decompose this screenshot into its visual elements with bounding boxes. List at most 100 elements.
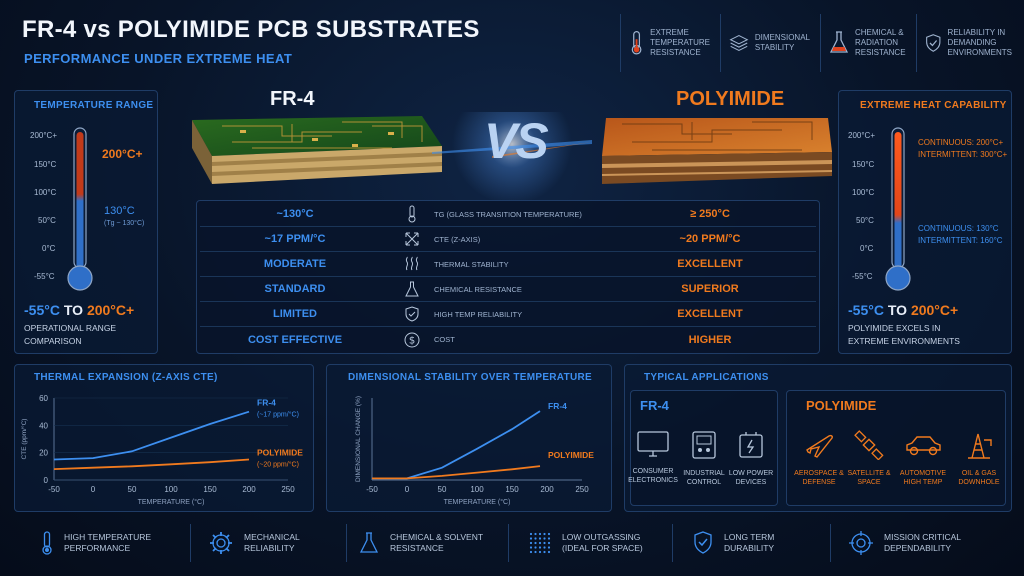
- low-capability-notes: CONTINUOUS: 130°C INTERMITTENT: 160°C: [918, 223, 1003, 246]
- thermometer-icon: [631, 31, 642, 55]
- vs-label: VS: [484, 113, 549, 169]
- range-low: -55°C: [24, 302, 60, 318]
- feature-dimensional-stability: DIMENSIONAL STABILITY: [720, 14, 818, 72]
- x-tick-label: 0: [91, 485, 96, 494]
- bottom-label: DEPENDABILITY: [884, 543, 952, 553]
- polyimide-value: SUPERIOR: [681, 283, 739, 295]
- grid-dot: [529, 537, 533, 540]
- x-tick-label: 0: [405, 485, 410, 494]
- divider: [672, 524, 673, 562]
- table-row: LIMITED HIGH TEMP RELIABILITY EXCELLENT: [200, 302, 816, 327]
- flask-icon: [359, 532, 379, 553]
- target-icon: [849, 531, 873, 555]
- x-tick-label: 150: [505, 485, 519, 494]
- airplane-icon: [806, 434, 833, 458]
- property-label: CTE (Z-AXIS): [434, 234, 481, 244]
- polyimide-value: HIGHER: [688, 333, 732, 346]
- grid-dot: [547, 537, 551, 540]
- grid-dot: [547, 546, 551, 549]
- table-row: ~17 ppm/°C CTE (Z-AXIS) ~20 ppm/°C: [200, 227, 816, 252]
- grid-dot: [543, 541, 546, 545]
- app-automotive: AUTOMOTIVE HIGH TEMP: [894, 430, 952, 487]
- tick-label: 50°C: [38, 216, 56, 225]
- y-axis-label: CTE (ppm/°C): [20, 419, 28, 460]
- chart-title: THERMAL EXPANSION (Z-AXIS CTE): [34, 372, 218, 383]
- fr4-apps-title: FR-4: [640, 398, 669, 413]
- app-label: CONTROL: [686, 479, 722, 487]
- y-tick-label: 60: [39, 394, 48, 403]
- bottom-label: PERFORMANCE: [64, 543, 131, 553]
- grid-dot: [529, 541, 533, 545]
- flask-icon: [829, 31, 849, 53]
- range-caption: POLYIMIDE EXCELS IN EXTREME ENVIRONMENTS: [848, 322, 960, 348]
- hot-limit-label: 200°C+: [102, 147, 143, 161]
- y-tick-label: 20: [39, 449, 48, 458]
- polyimide-applications: [786, 390, 1006, 506]
- table-row: COST EFFECTIVE $ COST HIGHER: [200, 327, 816, 352]
- bottom-feature-long-term: LONG TERM DURABILITY: [680, 520, 830, 566]
- grid-dot: [529, 550, 533, 554]
- x-axis-label: TEMPERATURE (°C): [138, 498, 205, 506]
- satellite-icon: [854, 430, 884, 461]
- car-icon: [906, 436, 941, 456]
- feature-label: DEMANDING: [947, 38, 997, 47]
- fr4-value: STANDARD: [264, 283, 326, 295]
- app-label: AUTOMOTIVE: [899, 470, 947, 477]
- grid-dot: [534, 541, 537, 545]
- x-tick-label: -50: [48, 485, 60, 494]
- app-label: SATELLITE &: [847, 470, 891, 477]
- expand-arrows-icon: [405, 232, 419, 246]
- feature-label: RADIATION: [855, 38, 898, 47]
- page-subtitle: PERFORMANCE UNDER EXTREME HEAT: [24, 51, 293, 66]
- app-oil-gas: OIL & GAS DOWNHOLE: [950, 430, 1008, 487]
- continuous-low: CONTINUOUS: 130°C: [918, 224, 999, 233]
- y-tick-label: 0: [44, 476, 49, 485]
- feature-label: ENVIRONMENTS: [947, 48, 1012, 57]
- range-to: TO: [887, 302, 908, 318]
- fr4-value: MODERATE: [263, 258, 327, 270]
- fr4-value: ~17 ppm/°C: [264, 233, 326, 245]
- grid-dot: [534, 550, 537, 554]
- flask-icon: [405, 281, 419, 297]
- grid-dot: [538, 550, 542, 554]
- caption-line: POLYIMIDE EXCELS IN: [848, 323, 941, 333]
- fr4-heading: FR-4: [270, 88, 315, 110]
- dimensional-stability-panel: [326, 364, 612, 512]
- tick-label: 200°C+: [30, 131, 57, 140]
- grid-dot: [529, 532, 533, 536]
- property-label: COST: [434, 335, 455, 344]
- feature-label: RESISTANCE: [855, 48, 906, 57]
- extreme-heat-title: EXTREME HEAT CAPABILITY: [860, 100, 1007, 111]
- thermometer-icon: [42, 531, 52, 555]
- polyimide-value: EXCELLENT: [677, 308, 743, 320]
- app-industrial-control: INDUSTRIAL CONTROL: [675, 430, 733, 487]
- series-note: (~17 ppm/°C): [257, 411, 299, 419]
- bottom-feature-low-outgassing: LOW OUTGASSING (IDEAL FOR SPACE): [516, 520, 672, 566]
- grid-dot: [543, 546, 546, 549]
- bottom-label: RELIABILITY: [244, 543, 295, 553]
- grid-dot: [534, 546, 537, 549]
- feature-label: RELIABILITY IN: [947, 28, 1006, 37]
- applications-title: TYPICAL APPLICATIONS: [644, 372, 769, 383]
- bottom-label: RESISTANCE: [390, 543, 444, 553]
- tick-label: -55°C: [852, 272, 873, 281]
- x-tick-label: 150: [203, 485, 217, 494]
- intermittent-hot: INTERMITTENT: 300°C+: [918, 149, 1008, 159]
- series-label: FR-4: [257, 398, 276, 408]
- grid-dot: [538, 532, 542, 536]
- y-tick-label: 40: [39, 421, 48, 430]
- operational-range: -55°C TO 200°C+: [848, 302, 958, 318]
- feature-label: CHEMICAL &: [855, 28, 904, 37]
- app-label: DOWNHOLE: [958, 479, 1000, 487]
- app-label: AEROSPACE &: [794, 470, 844, 477]
- series-label: FR-4: [548, 401, 567, 411]
- feature-reliability: RELIABILITY IN DEMANDING ENVIRONMENTS: [916, 14, 1020, 72]
- tg-note: (Tg ~ 130°C): [104, 220, 145, 227]
- monitor-icon: [637, 431, 669, 457]
- x-tick-label: 50: [128, 485, 137, 494]
- tick-label: 100°C: [34, 188, 57, 197]
- heat-waves-icon: [405, 256, 419, 271]
- series-note: (~20 ppm/°C): [257, 461, 299, 469]
- app-label: INDUSTRIAL: [683, 470, 725, 477]
